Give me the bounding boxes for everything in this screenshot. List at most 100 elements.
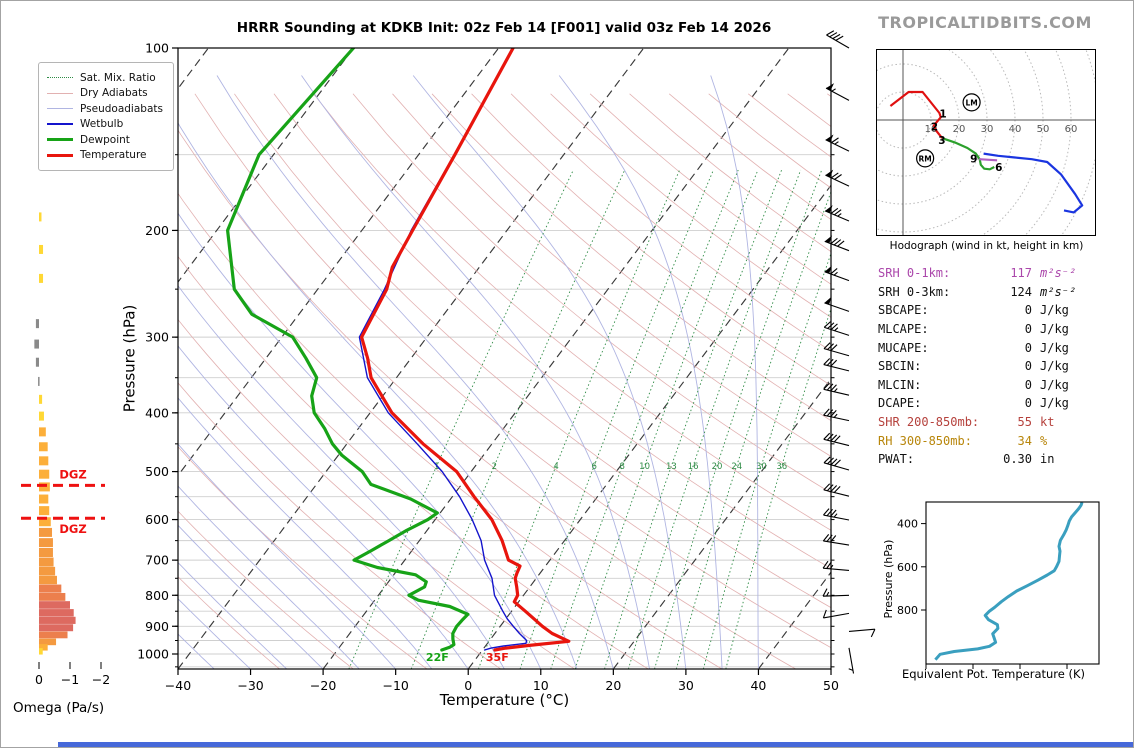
legend-item-label: Wetbulb	[80, 118, 124, 131]
skewt-plot-area: 1 2 4 6 8 10 13 16 20 24 30 36	[178, 48, 831, 669]
hodograph-trace-0-3km	[889, 90, 944, 139]
index-row: SRH 0-1km: 117 m²s⁻²	[878, 264, 1098, 283]
wetbulb-curve	[358, 48, 528, 651]
pressure-tick-label: 300	[145, 330, 169, 345]
hodograph-height-label: 9	[970, 154, 977, 166]
index-label: MUCAPE:	[878, 340, 929, 355]
legend-item-label: Dewpoint	[80, 133, 130, 146]
temp-tick-label: 0	[464, 678, 472, 693]
legend-item: Dewpoint	[47, 132, 163, 148]
hodograph-ring-label: 30	[981, 124, 994, 135]
wind-barb	[823, 408, 850, 422]
wind-barb	[823, 508, 850, 521]
mixing-ratio-label: 6	[592, 462, 597, 472]
svg-text:LM: LM	[965, 98, 977, 107]
temperature-curve	[360, 48, 571, 652]
omega-bar	[39, 624, 74, 632]
index-value: 0	[1024, 340, 1032, 355]
hodograph-trace-upper	[983, 152, 1084, 214]
omega-bar	[39, 584, 62, 593]
wind-barb	[823, 432, 850, 447]
index-unit: m²s⁻²	[1040, 266, 1077, 281]
legend-item: Pseudoadiabats	[47, 101, 163, 117]
omega-axis-label: Omega (Pa/s)	[13, 700, 105, 716]
omega-bar	[39, 601, 70, 609]
legend-sample-line	[47, 123, 73, 126]
legend-sample-line	[47, 138, 73, 142]
index-row: PWAT: 0.30 in	[878, 450, 1098, 469]
hodograph-height-label: 3	[938, 135, 945, 147]
hodograph-height-label: 2	[931, 122, 938, 134]
omega-bar	[39, 494, 49, 504]
indices-panel: SRH 0-1km: 117 m²s⁻² SRH 0-3km: 124 m²s⁻² SBCA…	[878, 264, 1098, 469]
omega-bar	[39, 592, 66, 601]
omega-tick-label: −1	[61, 672, 79, 687]
hodograph-chart: 10 20 30 40 50 60 123 9 6 LM RM	[876, 49, 1096, 236]
omega-bar	[35, 319, 39, 329]
temp-tick-label: 30	[678, 678, 694, 693]
index-unit: %	[1040, 433, 1048, 448]
wind-barb	[824, 235, 850, 252]
index-unit: J/kg	[1040, 396, 1069, 411]
index-value: 0	[1024, 322, 1032, 337]
mixing-ratio-label: 4	[553, 462, 558, 472]
omega-bar	[39, 557, 54, 567]
mixing-ratio-label: 10	[639, 462, 650, 472]
theta-e-frame	[925, 501, 1100, 665]
index-row: SBCAPE: 0 J/kg	[878, 301, 1098, 320]
index-unit: J/kg	[1040, 340, 1069, 355]
index-row: MLCIN: 0 J/kg	[878, 376, 1098, 395]
index-label: SHR 200-850mb:	[878, 415, 980, 430]
index-row: MLCAPE: 0 J/kg	[878, 320, 1098, 339]
theta-e-curve	[934, 502, 1084, 661]
legend-sample-line	[47, 153, 73, 157]
mixing-ratio-label: 20	[712, 462, 723, 472]
omega-bar	[35, 357, 39, 367]
wind-barb	[822, 588, 850, 597]
omega-bar	[39, 394, 43, 404]
index-value: 55	[1017, 415, 1032, 430]
pressure-tick-label: 100	[145, 41, 169, 56]
omega-bar	[39, 506, 50, 516]
index-value: 0	[1024, 396, 1032, 411]
index-unit: J/kg	[1040, 359, 1069, 374]
mixing-ratio-lines: 1 2 4 6 8 10 13 16 20 24 30 36	[348, 169, 831, 669]
wind-barb	[824, 265, 850, 282]
pressure-tick-label: 200	[145, 223, 169, 238]
index-row: SRH 0-3km: 124 m²s⁻²	[878, 283, 1098, 302]
hodograph-ring-label: 50	[1037, 124, 1050, 135]
hodograph-ring-label: 20	[953, 124, 966, 135]
svg-text:RM: RM	[918, 154, 931, 163]
wind-barb	[823, 321, 850, 336]
legend-sample-line	[47, 108, 73, 110]
omega-bar	[39, 469, 50, 479]
index-row: SHR 200-850mb: 55 kt	[878, 413, 1098, 432]
hodograph-height-label: 6	[995, 162, 1002, 174]
pressure-tick-label: 1000	[137, 647, 169, 662]
index-label: MLCAPE:	[878, 322, 929, 337]
index-unit: kt	[1040, 415, 1055, 430]
legend-sample-line	[47, 77, 73, 79]
index-value: 0.30	[1003, 452, 1032, 467]
temp-tick-label: −40	[165, 678, 191, 693]
omega-bar	[39, 566, 56, 576]
pressure-gridlines	[178, 154, 831, 668]
omega-panel: 0 −1 −2 DGZ DGZ	[21, 212, 110, 687]
mixing-ratio-label: 36	[776, 462, 787, 472]
index-label: SBCAPE:	[878, 303, 929, 318]
omega-bar	[39, 575, 57, 585]
mixing-ratio-label: 13	[666, 462, 677, 472]
mixing-ratio-label: 8	[620, 462, 625, 472]
omega-bar	[39, 527, 53, 537]
pressure-tick-label: 800	[145, 588, 169, 603]
hodograph-ring	[981, 50, 1044, 235]
page-title: HRRR Sounding at KDKB Init: 02z Feb 14 […	[236, 20, 772, 36]
wind-barb	[824, 296, 850, 312]
legend-item-label: Temperature	[80, 149, 147, 162]
index-label: PWAT:	[878, 452, 915, 467]
omega-bar	[39, 244, 44, 254]
wind-barb	[822, 534, 850, 546]
theta-e-y-label: Pressure (hPa)	[882, 539, 895, 619]
wind-barb	[823, 358, 850, 372]
theta-e-y-tick: 400	[897, 518, 918, 531]
